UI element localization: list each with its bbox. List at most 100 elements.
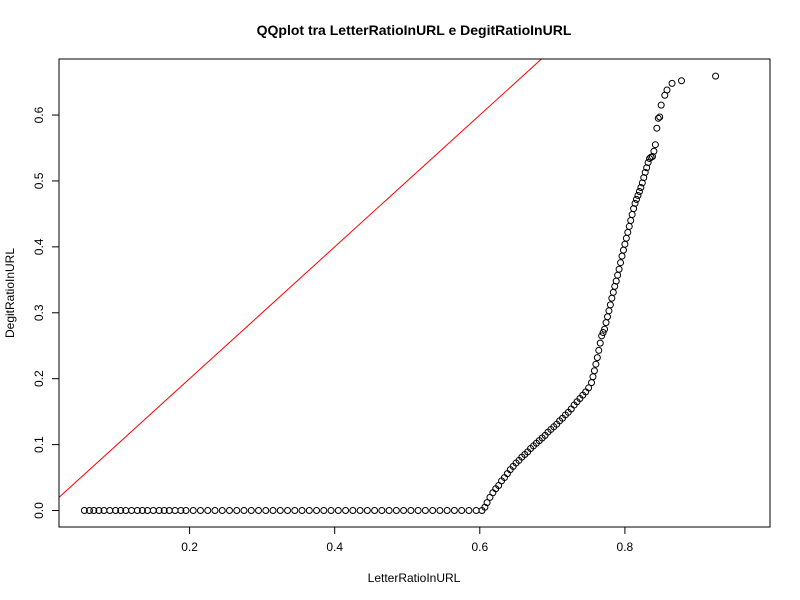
data-point (634, 191, 642, 199)
data-point (196, 507, 204, 515)
data-point (472, 507, 480, 515)
data-point (602, 319, 610, 327)
data-point (592, 360, 600, 368)
data-point (305, 507, 313, 515)
data-point (356, 507, 364, 515)
plot-frame (58, 58, 771, 528)
data-point (641, 168, 649, 176)
data-point (112, 507, 120, 515)
data-point (95, 507, 103, 515)
data-point (349, 507, 357, 515)
x-tick-label: 0.4 (326, 540, 343, 554)
data-point (712, 72, 720, 80)
y-axis-label: DegitRatioInURL (3, 248, 17, 338)
data-point (615, 265, 623, 273)
data-point (233, 507, 241, 515)
data-point (189, 507, 197, 515)
data-point (327, 507, 335, 515)
data-point (117, 507, 125, 515)
data-point (622, 234, 630, 242)
data-point (668, 79, 676, 87)
data-point (385, 507, 393, 515)
data-point (392, 507, 400, 515)
data-point (320, 507, 328, 515)
data-point (443, 507, 451, 515)
data-point (421, 507, 429, 515)
data-point (155, 507, 163, 515)
data-point (601, 325, 609, 333)
data-point (276, 507, 284, 515)
data-point (262, 507, 270, 515)
data-point (609, 288, 617, 296)
data-point (624, 228, 632, 236)
data-point (627, 216, 635, 224)
data-point (588, 379, 596, 387)
data-point (160, 507, 168, 515)
x-tick-label: 0.6 (471, 540, 488, 554)
data-point (225, 507, 233, 515)
data-point (342, 507, 350, 515)
data-point (90, 507, 98, 515)
data-point (628, 211, 636, 219)
y-tick-label: 0.5 (32, 172, 46, 189)
data-point (606, 301, 614, 309)
data-point (614, 271, 622, 279)
data-point (400, 507, 408, 515)
x-tick-label: 0.8 (617, 540, 634, 554)
data-point (650, 147, 658, 155)
x-axis: 0.2 0.4 0.6 0.8 (181, 526, 634, 554)
data-point (149, 507, 157, 515)
data-point (80, 507, 88, 515)
y-axis: 0.0 0.1 0.2 0.3 0.4 0.5 0.6 (32, 106, 60, 519)
data-point (407, 507, 415, 515)
data-point (204, 507, 212, 515)
data-point (240, 507, 248, 515)
data-point (656, 113, 664, 121)
data-point (608, 294, 616, 302)
y-tick-label: 0.3 (32, 304, 46, 321)
data-point (621, 240, 629, 248)
y-tick-label: 0.6 (32, 106, 46, 123)
data-point (378, 507, 386, 515)
chart-title: QQplot tra LetterRatioInURL e DegitRatio… (257, 22, 572, 38)
data-point (635, 187, 643, 195)
data-point (211, 507, 219, 515)
data-point (371, 507, 379, 515)
data-point (182, 507, 190, 515)
data-point (255, 507, 263, 515)
data-point (269, 507, 277, 515)
y-tick-label: 0.0 (32, 502, 46, 519)
data-point (291, 507, 299, 515)
data-point (590, 367, 598, 375)
data-point (596, 339, 604, 347)
data-point (677, 77, 685, 85)
data-point (436, 507, 444, 515)
data-point (138, 507, 146, 515)
data-point (284, 507, 292, 515)
data-point (363, 507, 371, 515)
data-point (617, 259, 625, 267)
x-axis-label: LetterRatioInURL (368, 571, 461, 585)
data-point (128, 507, 136, 515)
data-point (625, 222, 633, 230)
data-point (85, 507, 93, 515)
data-point (637, 184, 645, 192)
data-point (298, 507, 306, 515)
data-point (589, 373, 597, 381)
data-point (133, 507, 141, 515)
data-point (247, 507, 255, 515)
data-point (603, 313, 611, 321)
data-point (593, 354, 601, 362)
data-point (218, 507, 226, 515)
data-point (450, 507, 458, 515)
data-point (631, 199, 639, 207)
data-point (657, 101, 665, 109)
data-point (651, 141, 659, 149)
data-point (458, 507, 466, 515)
plot-marks (58, 58, 720, 515)
data-point (465, 507, 473, 515)
data-point (599, 329, 607, 337)
data-point (414, 507, 422, 515)
data-point (106, 507, 114, 515)
data-point (619, 246, 627, 254)
